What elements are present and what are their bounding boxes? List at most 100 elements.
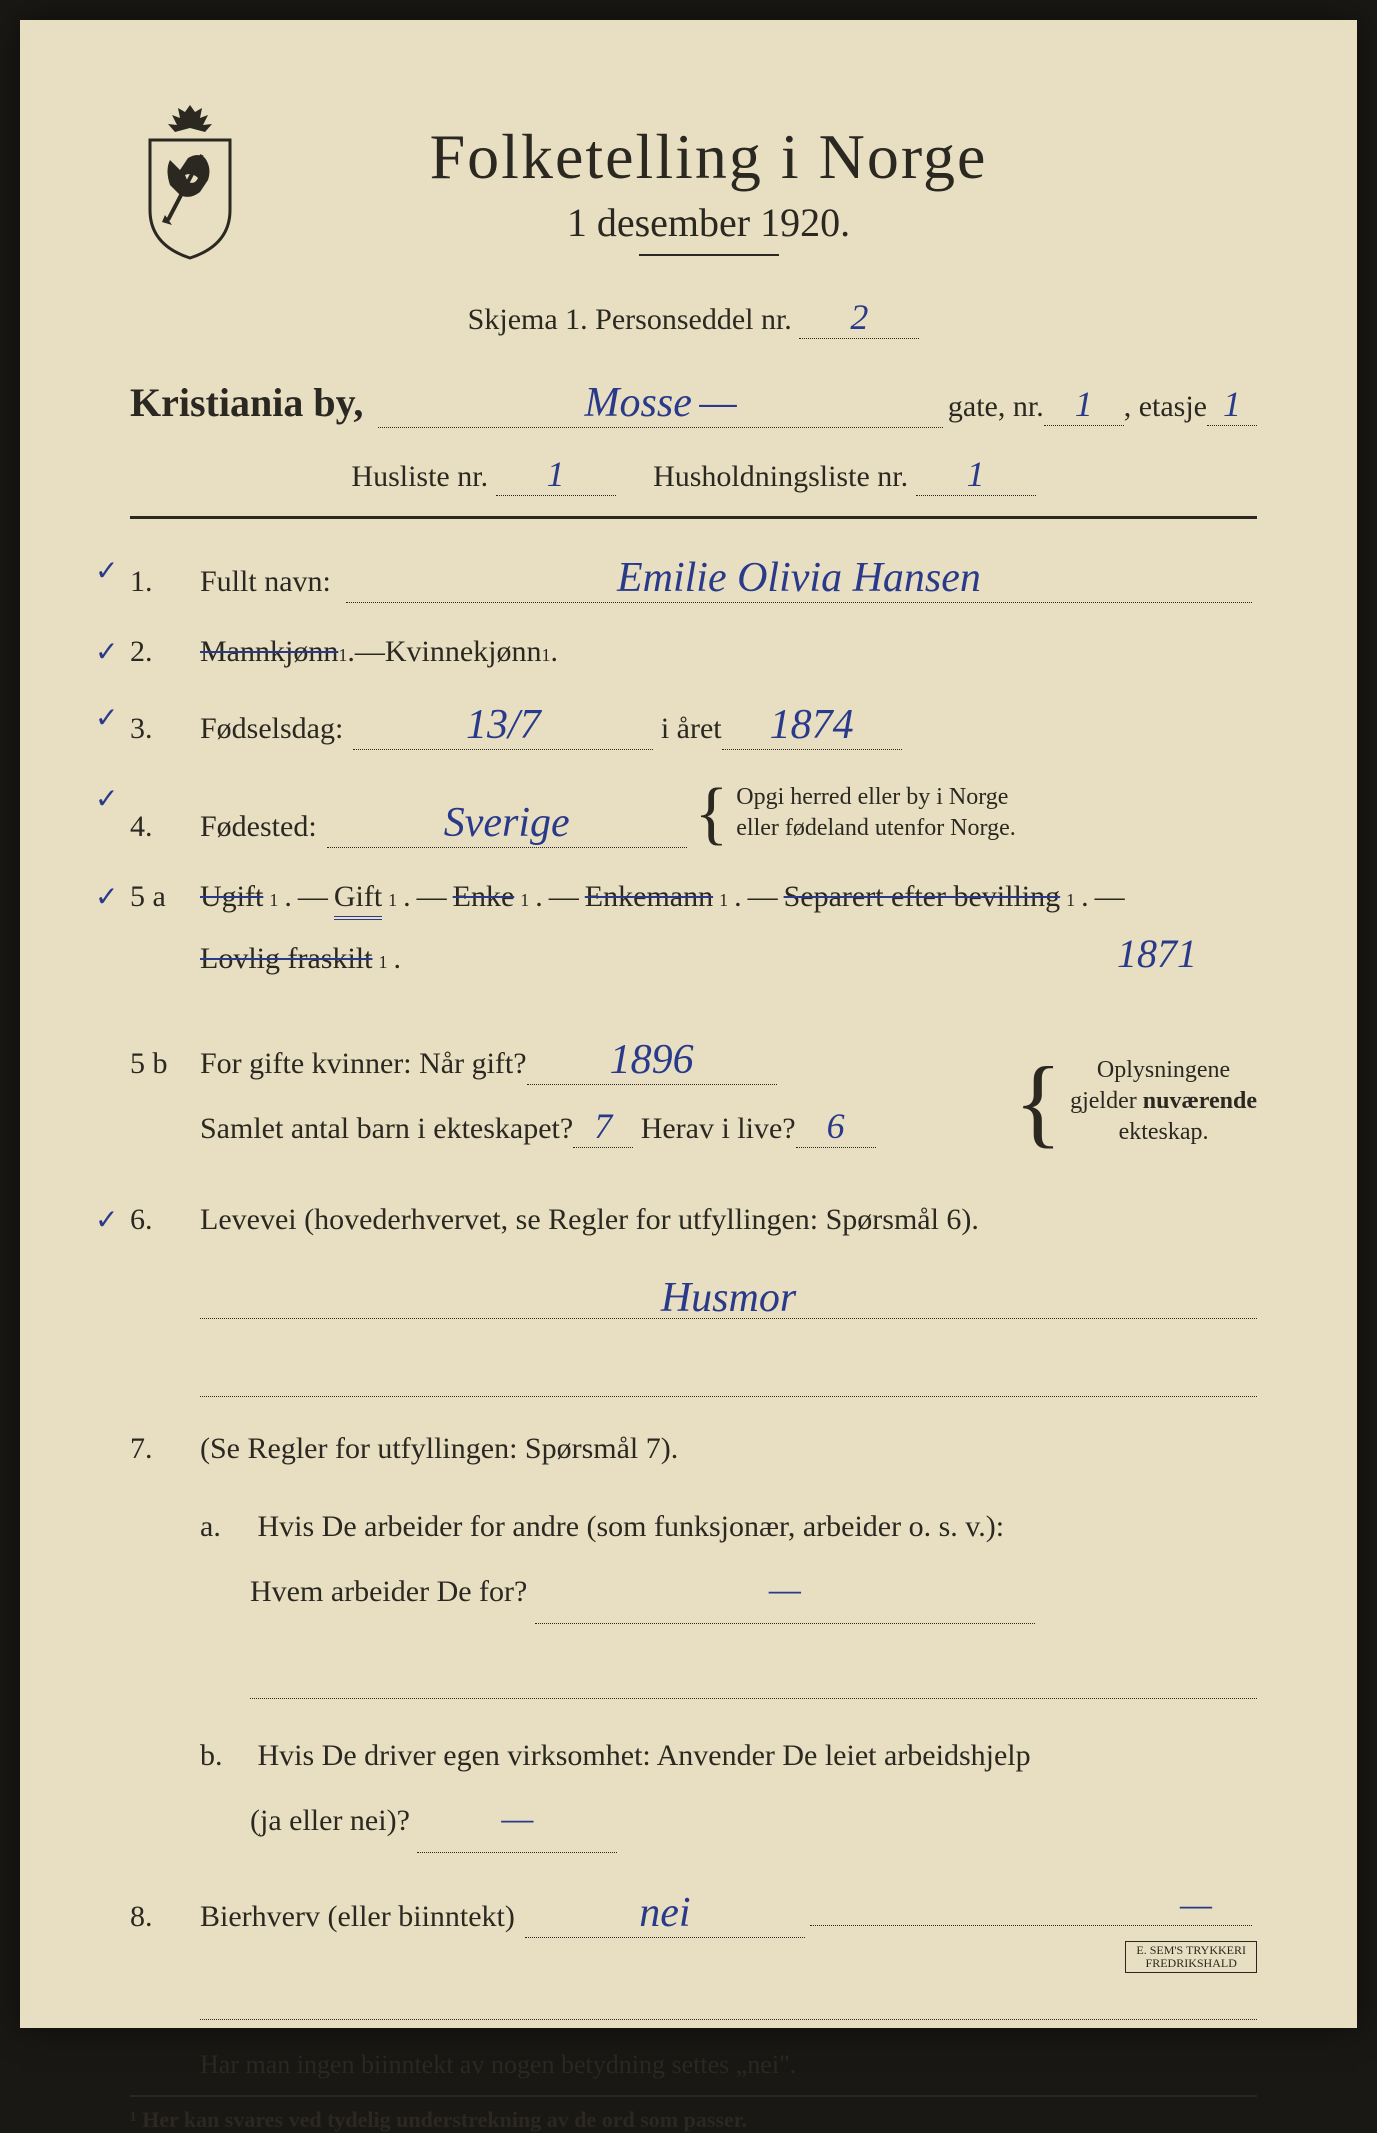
q5b-children: 7 (573, 1105, 633, 1148)
q7a-field: — (535, 1555, 1035, 1624)
q8-num: 8. (130, 1900, 200, 1934)
check-icon: ✓ (95, 701, 118, 735)
q1-row: ✓ 1. Fullt navn: Emilie Olivia Hansen (130, 554, 1257, 603)
q7-label: (Se Regler for utfyllingen: Spørsmål 7). (200, 1432, 678, 1466)
q6-row: ✓ 6. Levevei (hovederhvervet, se Regler … (130, 1203, 1257, 1237)
q7a-letter: a. (200, 1498, 250, 1555)
q6-block: ✓ 6. Levevei (hovederhvervet, se Regler … (130, 1203, 1257, 1397)
q2-mann: Mannkjønn (200, 635, 338, 669)
q6-line1: Husmor (200, 1269, 1257, 1319)
q7b: b. Hvis De driver egen virksomhet: Anven… (200, 1727, 1257, 1853)
q4-row: ✓ 4. Fødested: Sverige { Opgi herred ell… (130, 782, 1257, 848)
q8-label: Bierhverv (eller biinntekt) (200, 1900, 515, 1934)
q2-num: 2. (130, 635, 200, 669)
q5a-separert: Separert efter bevilling (784, 880, 1061, 914)
q8-field: nei (525, 1889, 805, 1938)
check-icon: ✓ (95, 1203, 118, 1237)
q5a-row: ✓ 5 a Ugift1. — Gift1. — Enke1. — Enkema… (130, 880, 1257, 1004)
q5b-year: 1896 (527, 1036, 777, 1085)
q1-label: Fullt navn: (200, 565, 331, 599)
city-label: Kristiania by, (130, 379, 363, 426)
q2-row: ✓ 2. Mannkjønn1. — Kvinnekjønn1. (130, 635, 1257, 669)
q4-field: Sverige (327, 799, 687, 848)
schema-label: Skjema 1. Personseddel nr. (468, 303, 792, 336)
q7b-letter: b. (200, 1727, 250, 1784)
etasje-nr: 1 (1207, 383, 1257, 426)
etasje-label: , etasje (1124, 390, 1207, 424)
q5b-note: { Oplysningene gjelder nuværende ekteska… (1006, 1055, 1257, 1149)
q6-num: 6. (130, 1203, 200, 1237)
q7a-extra-line (250, 1649, 1257, 1699)
q3-num: 3. (130, 712, 200, 746)
q5b-line2: Samlet antal barn i ekteskapet? 7 Herav … (200, 1105, 1006, 1148)
q3-year-label: i året (661, 712, 722, 746)
q1-num: 1. (130, 565, 200, 599)
shield-svg (130, 100, 250, 260)
q7b-line1: Hvis De driver egen virksomhet: Anvender… (258, 1739, 1031, 1772)
husliste-label: Husliste nr. (351, 460, 488, 493)
q5a-enke: Enke (453, 880, 515, 914)
q4-label: Fødested: (200, 810, 317, 844)
printer-stamp: E. SEM'S TRYKKERI FREDRIKSHALD (1125, 1941, 1257, 1973)
title-rule (639, 254, 779, 256)
check-icon: ✓ (95, 782, 118, 816)
q5b-label3: Herav i live? (641, 1112, 796, 1146)
footnote-rule (130, 2095, 1257, 2097)
divider (130, 516, 1257, 519)
q6-line2 (200, 1347, 1257, 1397)
q4-note: { Opgi herred eller by i Norge eller fød… (687, 782, 1016, 844)
footnote: ¹ Her kan svares ved tydelig understrekn… (130, 2107, 1257, 2133)
q7a: a. Hvis De arbeider for andre (som funks… (200, 1498, 1257, 1624)
address-line2: Husliste nr. 1 Husholdningsliste nr. 1 (130, 453, 1257, 496)
check-icon: ✓ (95, 880, 118, 914)
q5b-num: 5 b (130, 1047, 200, 1081)
husholdning-label: Husholdningsliste nr. (653, 460, 908, 493)
q7b-field: — (417, 1784, 617, 1853)
gate-label: gate, nr. (948, 390, 1044, 424)
q4-num: 4. (130, 810, 200, 844)
brace-icon: { (1014, 1077, 1062, 1127)
q2-kvinne: Kvinnekjønn (385, 635, 542, 669)
q3-label: Fødselsdag: (200, 712, 343, 746)
q3-row: ✓ 3. Fødselsdag: 13/7 i året 1874 (130, 701, 1257, 750)
subtitle: 1 desember 1920. (280, 199, 1137, 246)
schema-value: 2 (799, 296, 919, 339)
schema-line: Skjema 1. Personseddel nr. 2 (130, 296, 1257, 339)
q5a-ugift: Ugift (200, 880, 263, 914)
gate-nr: 1 (1044, 383, 1124, 426)
q3-day: 13/7 (353, 701, 653, 750)
address-block: Kristiania by, Mosse — gate, nr. 1 , eta… (130, 379, 1257, 496)
husliste-nr: 1 (496, 453, 616, 496)
check-icon: ✓ (95, 554, 118, 588)
q3-year: 1874 (722, 701, 902, 750)
q6-label: Levevei (hovederhvervet, se Regler for u… (200, 1203, 979, 1237)
census-form: Folketelling i Norge 1 desember 1920. Sk… (20, 20, 1357, 2028)
q5b-label2: Samlet antal barn i ekteskapet? (200, 1112, 573, 1146)
main-title: Folketelling i Norge (280, 120, 1137, 194)
q5b-block: 5 b For gifte kvinner: Når gift? 1896 Sa… (200, 1036, 1257, 1168)
q1-field: Emilie Olivia Hansen (346, 554, 1252, 603)
q5b-label1: For gifte kvinner: Når gift? (200, 1047, 527, 1081)
q7-block: 7. (Se Regler for utfyllingen: Spørsmål … (130, 1432, 1257, 1854)
q5b-alive: 6 (796, 1105, 876, 1148)
q7b-line2: (ja eller nei)? (250, 1804, 410, 1837)
check-icon: ✓ (95, 635, 118, 669)
q8-row: 8. Bierhverv (eller biinntekt) nei — (130, 1883, 1257, 1938)
q5a-margin-note: 1871 (1117, 930, 1197, 977)
q5b-line1: 5 b For gifte kvinner: Når gift? 1896 (200, 1036, 1006, 1085)
q7a-line1: Hvis De arbeider for andre (som funksjon… (258, 1510, 1005, 1543)
q7-num: 7. (130, 1432, 200, 1466)
coat-of-arms-icon (130, 100, 250, 260)
q5a-lovlig: Lovlig fraskilt (200, 942, 372, 976)
address-line1: Kristiania by, Mosse — gate, nr. 1 , eta… (130, 379, 1257, 428)
q8-extra-line (200, 1970, 1257, 2020)
q7-row: 7. (Se Regler for utfyllingen: Spørsmål … (130, 1432, 1257, 1466)
q5a-enkemann: Enkemann (585, 880, 713, 914)
brace-icon: { (695, 796, 729, 831)
header: Folketelling i Norge 1 desember 1920. (130, 120, 1257, 286)
footer-note: Har man ingen biinntekt av nogen betydni… (200, 2050, 1257, 2080)
husholdning-nr: 1 (916, 453, 1036, 496)
title-block: Folketelling i Norge 1 desember 1920. (280, 120, 1257, 286)
q5a-gift: Gift (334, 880, 382, 920)
q5a-num: 5 a (130, 880, 200, 914)
